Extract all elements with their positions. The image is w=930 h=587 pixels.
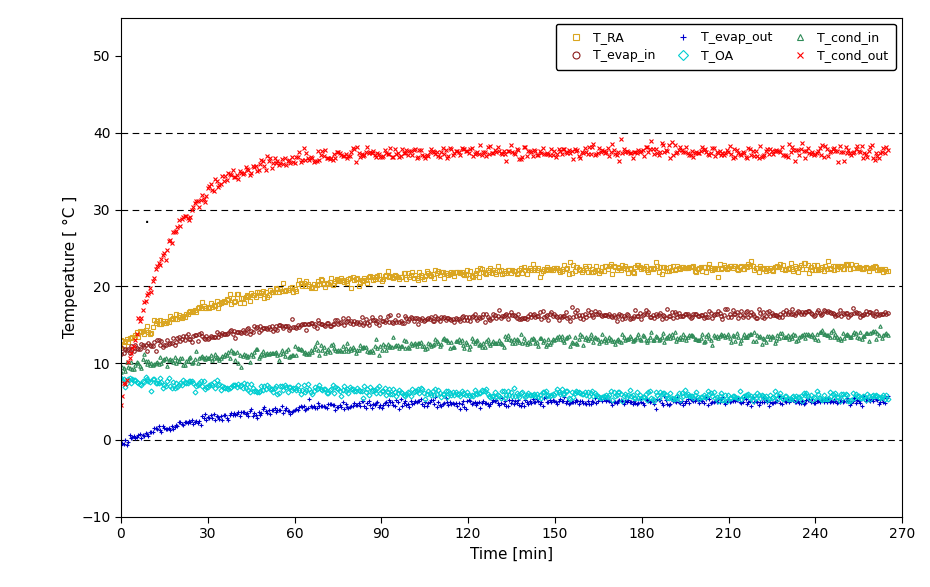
X-axis label: Time [min]: Time [min] <box>470 546 553 562</box>
Legend: T_RA, T_evap_in, T_evap_out, T_OA, T_cond_in, T_cond_out: T_RA, T_evap_in, T_evap_out, T_OA, T_con… <box>556 24 896 70</box>
Text: .: . <box>144 208 151 227</box>
Y-axis label: Temperature [ °C ]: Temperature [ °C ] <box>63 196 78 338</box>
